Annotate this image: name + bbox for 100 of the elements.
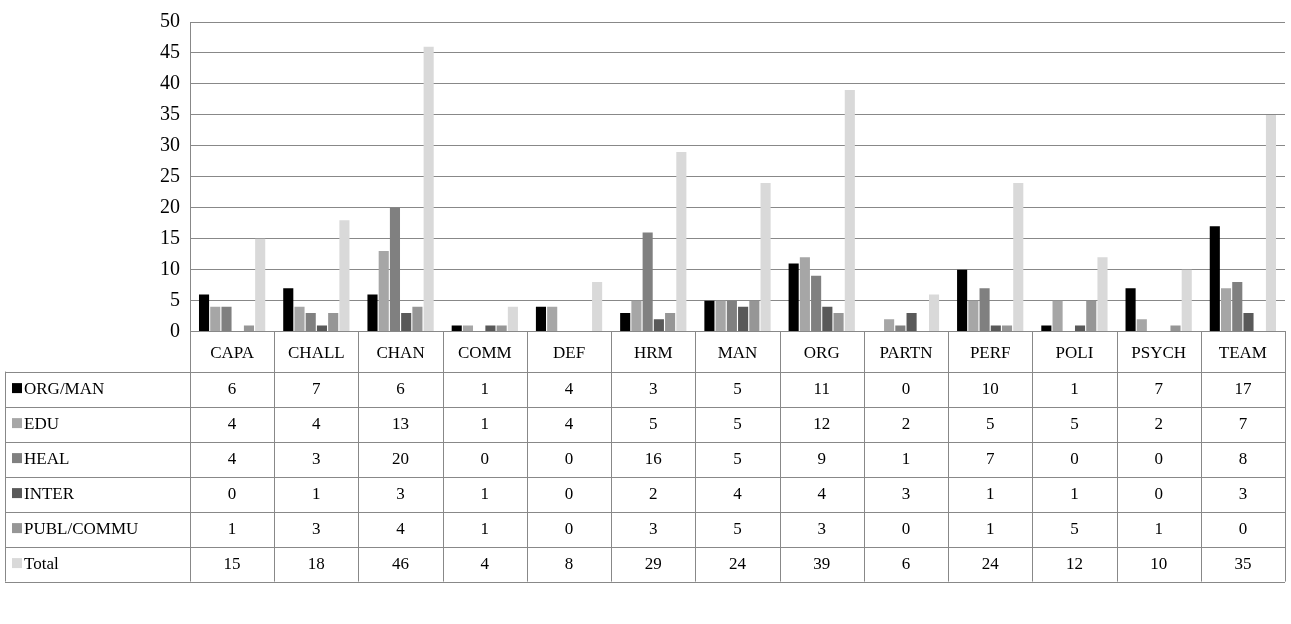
data-label: 39 bbox=[813, 553, 831, 573]
bar bbox=[1041, 325, 1052, 332]
data-label: 7 bbox=[985, 448, 995, 468]
data-label: 4 bbox=[564, 378, 574, 398]
bar bbox=[367, 294, 378, 332]
bar bbox=[968, 300, 979, 332]
bar bbox=[1181, 269, 1192, 332]
bar bbox=[255, 238, 266, 332]
bar bbox=[1074, 325, 1086, 332]
bar bbox=[760, 182, 771, 332]
data-label: 15 bbox=[223, 553, 241, 573]
bar bbox=[535, 306, 547, 332]
bar bbox=[990, 325, 1001, 332]
bar bbox=[788, 263, 799, 332]
data-label: 1 bbox=[480, 518, 490, 538]
legend-label: PUBL/COMMU bbox=[24, 518, 139, 538]
bar bbox=[676, 152, 687, 332]
data-label: 4 bbox=[733, 483, 743, 503]
data-label: 1 bbox=[480, 483, 490, 503]
data-label: 10 bbox=[981, 378, 999, 398]
data-label: 0 bbox=[901, 518, 911, 538]
data-label: 8 bbox=[1238, 448, 1248, 468]
bar bbox=[462, 325, 474, 332]
data-label: 0 bbox=[227, 483, 237, 503]
y-tick-label: 15 bbox=[160, 225, 180, 248]
data-label: 1 bbox=[480, 413, 490, 433]
data-label: 0 bbox=[564, 448, 574, 468]
data-label: 3 bbox=[1238, 483, 1248, 503]
bar bbox=[1265, 114, 1277, 332]
y-tick-label: 30 bbox=[160, 133, 180, 156]
data-label: 5 bbox=[985, 413, 995, 433]
data-label: 1 bbox=[901, 448, 911, 468]
data-label: 29 bbox=[644, 553, 662, 573]
data-label: 24 bbox=[729, 553, 747, 573]
bar bbox=[423, 46, 434, 332]
data-label: 3 bbox=[312, 448, 321, 468]
data-label: 46 bbox=[392, 553, 410, 573]
bar bbox=[738, 306, 749, 332]
data-label: 1 bbox=[1154, 518, 1163, 538]
data-label: 5 bbox=[649, 413, 658, 433]
bar bbox=[496, 325, 507, 332]
y-tick-label: 50 bbox=[160, 9, 180, 32]
data-label: 13 bbox=[392, 413, 410, 433]
data-label: 0 bbox=[480, 448, 490, 468]
bar bbox=[1220, 288, 1232, 332]
bar bbox=[906, 313, 917, 332]
data-label: 0 bbox=[564, 483, 574, 503]
legend-label: INTER bbox=[24, 483, 75, 503]
data-label: 2 bbox=[649, 483, 658, 503]
bar bbox=[653, 319, 664, 332]
data-label: 0 bbox=[901, 378, 911, 398]
x-tick-label: DEF bbox=[552, 343, 586, 363]
x-tick-label: PARTN bbox=[879, 343, 933, 363]
data-label: 20 bbox=[392, 448, 410, 468]
x-tick-label: CHAN bbox=[376, 343, 425, 363]
data-label: 12 bbox=[1065, 553, 1083, 573]
data-label: 17 bbox=[1234, 378, 1252, 398]
bar bbox=[294, 306, 305, 332]
bar bbox=[1097, 257, 1108, 332]
data-label: 0 bbox=[1154, 448, 1163, 468]
bar bbox=[547, 306, 558, 332]
bar bbox=[305, 313, 316, 332]
data-label: 4 bbox=[817, 483, 827, 503]
bar bbox=[401, 313, 412, 332]
data-label: 9 bbox=[817, 448, 826, 468]
bar bbox=[822, 306, 833, 332]
data-label: 5 bbox=[733, 448, 742, 468]
bar bbox=[210, 306, 221, 332]
bar bbox=[339, 220, 350, 332]
data-label: 3 bbox=[649, 378, 658, 398]
data-label: 3 bbox=[396, 483, 405, 503]
y-tick-label: 10 bbox=[160, 256, 180, 279]
bar bbox=[884, 319, 895, 332]
data-label: 5 bbox=[733, 518, 742, 538]
bar bbox=[1013, 182, 1024, 332]
bar bbox=[451, 325, 462, 332]
data-label: 1 bbox=[1070, 378, 1079, 398]
bar bbox=[704, 300, 715, 332]
legend-label: EDU bbox=[24, 413, 59, 433]
bar bbox=[221, 306, 232, 332]
data-label: 4 bbox=[564, 413, 574, 433]
data-label: 6 bbox=[396, 378, 405, 398]
data-label: 5 bbox=[733, 378, 742, 398]
y-tick-label: 35 bbox=[160, 102, 180, 125]
y-tick-label: 5 bbox=[170, 287, 180, 310]
data-label: 2 bbox=[901, 413, 911, 433]
bar bbox=[1086, 300, 1097, 332]
x-tick-label: HRM bbox=[633, 343, 673, 363]
x-tick-label: TEAM bbox=[1218, 343, 1267, 363]
bar bbox=[243, 325, 255, 332]
y-tick-label: 25 bbox=[160, 164, 180, 187]
data-label: 3 bbox=[649, 518, 658, 538]
bar bbox=[1136, 319, 1147, 332]
data-label: 6 bbox=[901, 553, 911, 573]
data-label: 7 bbox=[1238, 413, 1248, 433]
data-label: 18 bbox=[307, 553, 325, 573]
y-tick-label: 0 bbox=[170, 318, 180, 341]
legend-label: ORG/MAN bbox=[24, 378, 105, 398]
data-label: 3 bbox=[817, 518, 826, 538]
x-tick-label: CAPA bbox=[210, 343, 255, 363]
